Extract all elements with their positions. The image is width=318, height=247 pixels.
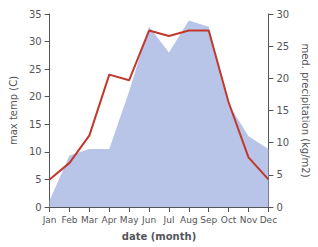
svg-text:30: 30 <box>29 36 42 47</box>
svg-text:Nov: Nov <box>240 215 258 225</box>
svg-text:25: 25 <box>276 41 289 52</box>
svg-text:10: 10 <box>29 146 42 157</box>
svg-text:Mar: Mar <box>81 215 98 225</box>
svg-text:Jan: Jan <box>42 215 57 225</box>
svg-text:med. precipitation (kg/m2): med. precipitation (kg/m2) <box>300 43 311 177</box>
svg-text:Aug: Aug <box>180 215 198 225</box>
svg-text:max temp (C): max temp (C) <box>8 76 19 145</box>
svg-text:30: 30 <box>276 9 289 20</box>
svg-text:Sep: Sep <box>200 215 217 225</box>
svg-text:15: 15 <box>276 105 289 116</box>
svg-text:Jul: Jul <box>163 215 175 225</box>
svg-text:Dec: Dec <box>260 215 277 225</box>
svg-text:15: 15 <box>29 119 42 130</box>
svg-text:Apr: Apr <box>101 215 117 225</box>
svg-text:25: 25 <box>29 64 42 75</box>
svg-text:Oct: Oct <box>221 215 237 225</box>
svg-text:5: 5 <box>35 174 41 185</box>
svg-text:0: 0 <box>35 202 41 213</box>
svg-text:0: 0 <box>276 202 282 213</box>
svg-text:35: 35 <box>29 9 42 20</box>
svg-text:Feb: Feb <box>62 215 78 225</box>
svg-text:20: 20 <box>29 91 42 102</box>
svg-text:10: 10 <box>276 137 289 148</box>
svg-text:May: May <box>120 215 139 225</box>
svg-text:5: 5 <box>276 169 282 180</box>
svg-text:20: 20 <box>276 73 289 84</box>
svg-text:date (month): date (month) <box>122 231 196 242</box>
svg-text:Jun: Jun <box>141 215 156 225</box>
